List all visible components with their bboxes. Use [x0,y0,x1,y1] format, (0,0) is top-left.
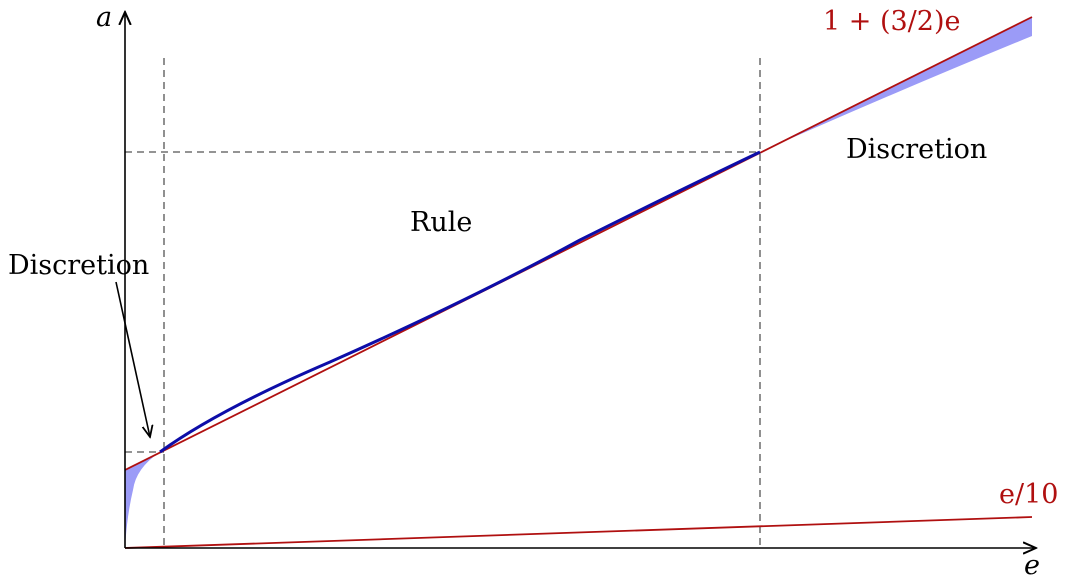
upper-line-label: 1 + (3/2)e [823,6,960,37]
region-label-discretion-left: Discretion [8,250,149,281]
rule-curve [159,150,761,454]
pointer-arrow-icon [115,281,150,437]
lower-line-label: e/10 [999,479,1058,510]
line-lower [124,516,1033,549]
region-label-discretion-right: Discretion [846,134,987,165]
y-axis-label: a [96,2,112,33]
region-label-rule: Rule [410,207,472,238]
x-axis-label: e [1024,550,1040,579]
discretion-band-left [125,452,160,548]
line-upper [124,16,1033,471]
